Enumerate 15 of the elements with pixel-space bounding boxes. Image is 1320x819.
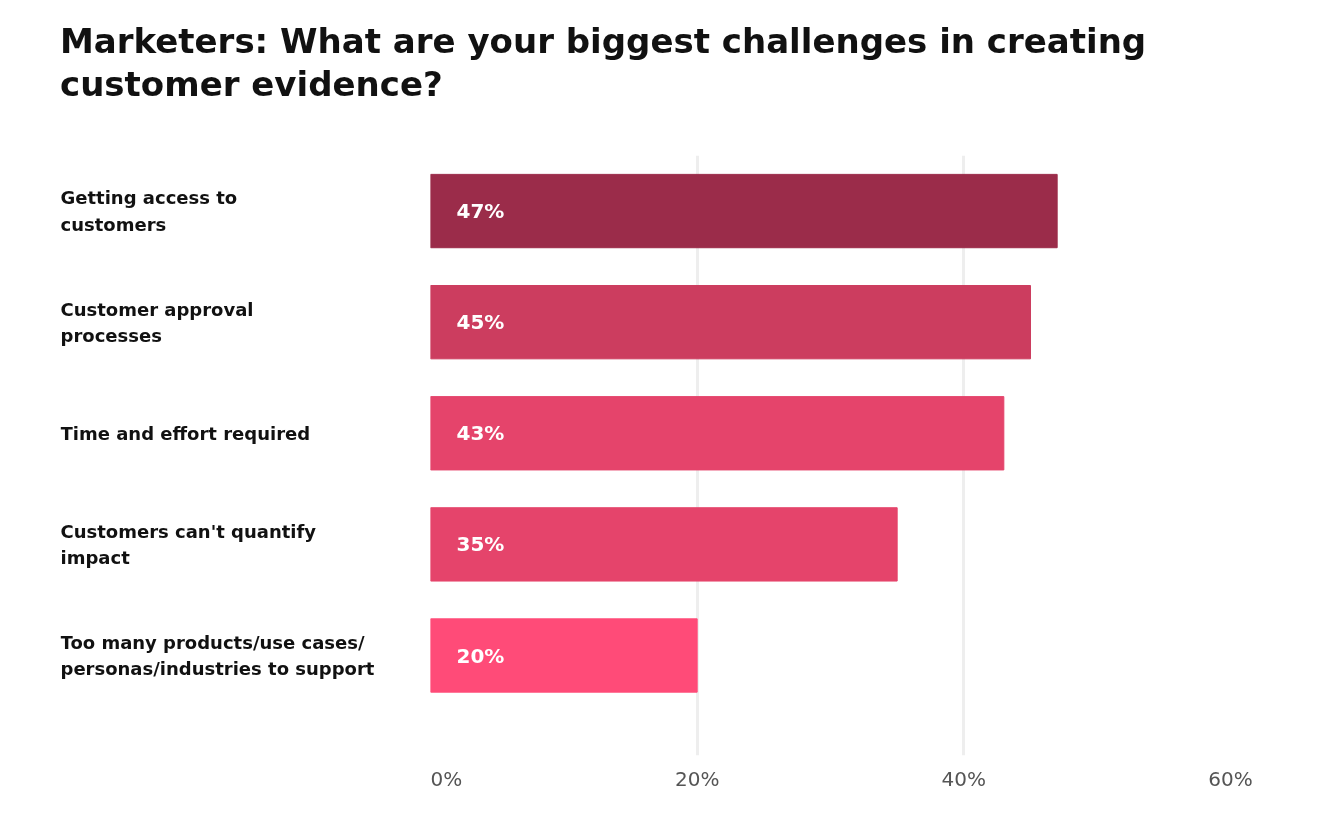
data-label: 45%: [456, 310, 505, 335]
x-tick-label: 20%: [674, 766, 720, 791]
y-tick-label: Customer approval processes: [60, 298, 254, 346]
data-label: 20%: [456, 643, 505, 668]
x-tick-label: 0%: [430, 766, 463, 791]
y-tick-label: Time and effort required: [60, 422, 311, 444]
x-tick-label: 60%: [1208, 766, 1253, 791]
y-tick-label: Too many products/use cases/ personas/industries to support: [60, 631, 375, 680]
data-label: 35%: [456, 532, 505, 557]
chart-title: Marketers: What are your biggest challenges in creating customer evidence?: [60, 20, 1148, 105]
data-label: 47%: [456, 199, 505, 224]
data-label: 43%: [456, 421, 505, 446]
y-tick-label: Customers can't quantify impact: [60, 520, 317, 569]
y-tick-label: Getting access to customers: [60, 187, 238, 235]
x-tick-label: 40%: [941, 766, 987, 791]
